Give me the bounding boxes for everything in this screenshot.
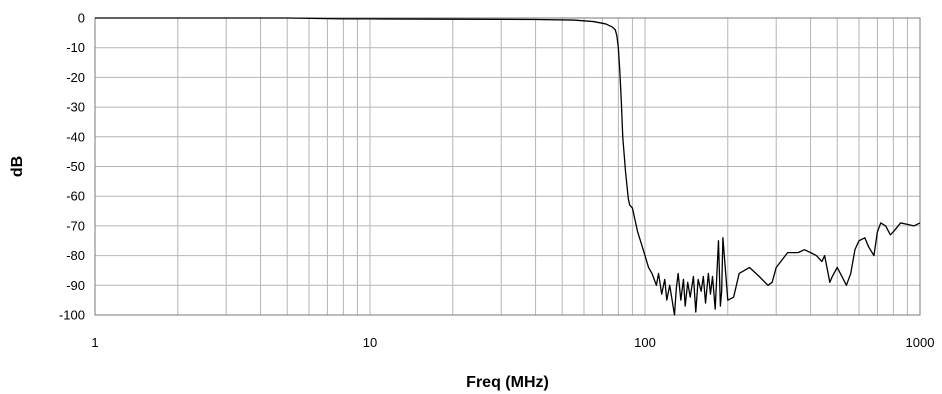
x-axis-ticks: 1 10 100 1000	[91, 335, 934, 350]
y-tick-label: -40	[66, 129, 85, 144]
x-axis-title: Freq (MHz)	[466, 374, 549, 391]
y-tick-label: 0	[78, 11, 85, 26]
grid	[95, 18, 920, 315]
x-tick-label: 100	[634, 335, 656, 350]
x-tick-label: 1000	[906, 335, 935, 350]
x-tick-label: 10	[363, 335, 377, 350]
x-tick-label: 1	[91, 335, 98, 350]
y-tick-label: -80	[66, 248, 85, 263]
y-tick-label: -20	[66, 70, 85, 85]
y-axis-title: dB	[9, 156, 26, 177]
plot-area-border	[94, 17, 921, 316]
y-tick-label: -60	[66, 189, 85, 204]
y-tick-label: -50	[66, 159, 85, 174]
y-tick-label: -30	[66, 100, 85, 115]
y-tick-label: -70	[66, 218, 85, 233]
series-line	[95, 17, 921, 316]
y-tick-label: -100	[59, 308, 85, 323]
y-axis-ticks: 0 -10 -20 -30 -40 -50 -60 -70 -80 -90 -100	[59, 11, 85, 323]
y-tick-label: -90	[66, 278, 85, 293]
y-tick-label: -10	[66, 40, 85, 55]
